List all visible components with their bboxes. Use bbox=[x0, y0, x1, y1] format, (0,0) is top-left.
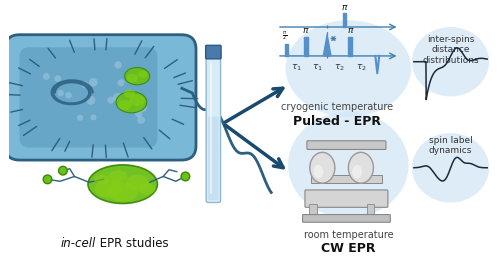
FancyBboxPatch shape bbox=[206, 52, 220, 202]
Ellipse shape bbox=[314, 165, 324, 178]
Circle shape bbox=[43, 73, 50, 80]
Circle shape bbox=[43, 175, 52, 184]
FancyBboxPatch shape bbox=[20, 47, 158, 147]
FancyBboxPatch shape bbox=[5, 35, 196, 160]
Circle shape bbox=[90, 114, 96, 120]
Circle shape bbox=[58, 90, 64, 97]
Polygon shape bbox=[304, 37, 308, 56]
Circle shape bbox=[89, 78, 98, 87]
Ellipse shape bbox=[352, 165, 362, 178]
Ellipse shape bbox=[412, 27, 489, 97]
Ellipse shape bbox=[310, 152, 335, 183]
Circle shape bbox=[138, 116, 145, 124]
Ellipse shape bbox=[138, 183, 156, 195]
Circle shape bbox=[54, 75, 62, 82]
Ellipse shape bbox=[95, 180, 122, 198]
Text: $\pi$: $\pi$ bbox=[302, 26, 310, 35]
Ellipse shape bbox=[108, 182, 138, 202]
Circle shape bbox=[114, 61, 122, 69]
Text: $\frac{\pi}{2}$: $\frac{\pi}{2}$ bbox=[282, 29, 288, 42]
Text: $\tau_1$: $\tau_1$ bbox=[312, 63, 323, 73]
Text: EPR studies: EPR studies bbox=[96, 237, 168, 250]
FancyBboxPatch shape bbox=[206, 45, 221, 59]
Circle shape bbox=[65, 92, 71, 99]
Text: $\pi$: $\pi$ bbox=[346, 26, 354, 35]
Circle shape bbox=[58, 166, 68, 175]
Text: spin label
dynamics: spin label dynamics bbox=[428, 136, 472, 155]
Circle shape bbox=[107, 97, 114, 104]
Text: cryogenic temperature: cryogenic temperature bbox=[280, 102, 393, 112]
Ellipse shape bbox=[108, 170, 128, 183]
Ellipse shape bbox=[130, 94, 145, 106]
Text: Pulsed - EPR: Pulsed - EPR bbox=[293, 115, 381, 128]
Text: CW EPR: CW EPR bbox=[321, 242, 376, 255]
Ellipse shape bbox=[412, 133, 489, 202]
FancyBboxPatch shape bbox=[307, 141, 386, 150]
Circle shape bbox=[82, 81, 89, 89]
Text: $\tau_1$: $\tau_1$ bbox=[291, 63, 302, 73]
Circle shape bbox=[135, 106, 142, 113]
Text: $\tau_2$: $\tau_2$ bbox=[334, 63, 345, 73]
Ellipse shape bbox=[124, 89, 136, 98]
Ellipse shape bbox=[288, 112, 408, 218]
Ellipse shape bbox=[94, 174, 109, 184]
Circle shape bbox=[77, 115, 83, 121]
Ellipse shape bbox=[138, 71, 148, 78]
Text: inter-spins
distance
distributions: inter-spins distance distributions bbox=[422, 35, 479, 65]
Ellipse shape bbox=[126, 175, 149, 190]
Ellipse shape bbox=[118, 100, 132, 110]
Text: $\tau_2$: $\tau_2$ bbox=[356, 63, 368, 73]
Polygon shape bbox=[348, 37, 352, 56]
Circle shape bbox=[118, 79, 124, 86]
Ellipse shape bbox=[286, 20, 411, 117]
Circle shape bbox=[120, 100, 127, 107]
FancyBboxPatch shape bbox=[366, 205, 374, 216]
Circle shape bbox=[181, 172, 190, 181]
Circle shape bbox=[135, 110, 142, 118]
Circle shape bbox=[140, 104, 147, 112]
FancyBboxPatch shape bbox=[310, 176, 382, 183]
Text: $\pi$: $\pi$ bbox=[340, 3, 348, 12]
FancyBboxPatch shape bbox=[305, 190, 388, 207]
Ellipse shape bbox=[348, 152, 374, 183]
Text: room temperature: room temperature bbox=[304, 230, 393, 240]
Ellipse shape bbox=[126, 74, 138, 82]
Ellipse shape bbox=[116, 92, 147, 113]
Ellipse shape bbox=[88, 165, 158, 204]
Ellipse shape bbox=[124, 68, 150, 85]
FancyBboxPatch shape bbox=[208, 116, 218, 200]
Circle shape bbox=[86, 96, 95, 105]
Polygon shape bbox=[324, 35, 331, 56]
Circle shape bbox=[113, 93, 122, 102]
Text: in-cell: in-cell bbox=[60, 237, 96, 250]
Polygon shape bbox=[285, 44, 288, 56]
FancyBboxPatch shape bbox=[309, 205, 316, 216]
FancyBboxPatch shape bbox=[302, 215, 390, 222]
Polygon shape bbox=[342, 14, 346, 27]
